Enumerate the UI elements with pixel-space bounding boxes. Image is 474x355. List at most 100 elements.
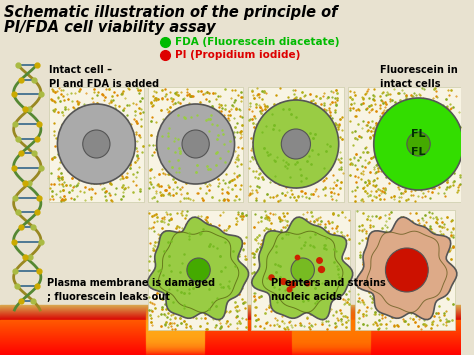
- Bar: [292, 307, 370, 308]
- Bar: [292, 347, 370, 349]
- Bar: [292, 349, 370, 350]
- Bar: [146, 339, 204, 340]
- Bar: [146, 342, 204, 344]
- Bar: [251, 210, 350, 330]
- Bar: [292, 343, 370, 344]
- Text: Plasma membrane is damaged
; fluorescein leaks out: Plasma membrane is damaged ; fluorescein…: [47, 278, 215, 302]
- Bar: [0, 318, 461, 320]
- Bar: [0, 327, 461, 328]
- Bar: [292, 311, 370, 312]
- Text: PI enters and strains
nucleic acids: PI enters and strains nucleic acids: [271, 278, 385, 302]
- Bar: [146, 311, 204, 312]
- Bar: [0, 340, 461, 342]
- Bar: [292, 308, 370, 310]
- Bar: [292, 314, 370, 316]
- Bar: [146, 310, 204, 311]
- Bar: [146, 318, 204, 320]
- Bar: [292, 310, 370, 311]
- Polygon shape: [356, 217, 457, 320]
- Polygon shape: [263, 231, 343, 312]
- Text: FL: FL: [411, 129, 426, 139]
- Bar: [292, 346, 370, 348]
- Text: PI/FDA cell viability assay: PI/FDA cell viability assay: [4, 20, 216, 35]
- Bar: [0, 307, 461, 308]
- Bar: [0, 335, 461, 337]
- Bar: [146, 332, 204, 333]
- Bar: [292, 342, 370, 344]
- Bar: [292, 335, 370, 337]
- Bar: [292, 341, 370, 343]
- Bar: [292, 332, 370, 333]
- Bar: [292, 322, 370, 323]
- Bar: [292, 324, 370, 326]
- Bar: [292, 330, 370, 332]
- Bar: [146, 351, 204, 353]
- Bar: [0, 320, 461, 322]
- Bar: [0, 314, 461, 316]
- Bar: [348, 87, 461, 202]
- Bar: [146, 346, 204, 348]
- Bar: [0, 336, 461, 338]
- Bar: [0, 342, 461, 344]
- Bar: [146, 353, 204, 355]
- Bar: [146, 350, 204, 351]
- Bar: [146, 349, 204, 350]
- Circle shape: [157, 104, 235, 184]
- Bar: [292, 329, 370, 331]
- Bar: [0, 323, 461, 324]
- Bar: [292, 350, 370, 351]
- Circle shape: [57, 104, 135, 184]
- Bar: [0, 325, 461, 327]
- Bar: [146, 338, 204, 339]
- Bar: [292, 328, 370, 329]
- Bar: [146, 315, 204, 317]
- Bar: [0, 305, 461, 306]
- Bar: [146, 306, 204, 307]
- Polygon shape: [158, 231, 239, 312]
- Bar: [292, 337, 370, 339]
- Bar: [292, 305, 370, 306]
- Bar: [146, 305, 204, 306]
- Bar: [0, 341, 461, 343]
- Text: Schematic illustration of the principle of: Schematic illustration of the principle …: [4, 5, 337, 20]
- Bar: [146, 324, 204, 326]
- Bar: [292, 319, 370, 321]
- Polygon shape: [252, 217, 353, 320]
- Bar: [148, 87, 243, 202]
- Bar: [146, 320, 204, 322]
- Bar: [146, 337, 204, 339]
- Bar: [0, 309, 461, 311]
- Bar: [146, 354, 204, 355]
- Bar: [146, 352, 204, 354]
- Bar: [292, 339, 370, 340]
- Bar: [146, 321, 204, 322]
- Bar: [146, 327, 204, 328]
- Bar: [0, 329, 461, 331]
- Bar: [0, 328, 461, 329]
- Bar: [0, 339, 461, 340]
- Bar: [292, 313, 370, 315]
- Bar: [0, 319, 461, 321]
- Bar: [0, 317, 461, 318]
- Bar: [146, 326, 204, 328]
- Bar: [146, 307, 204, 308]
- Bar: [292, 317, 370, 318]
- Bar: [0, 311, 461, 312]
- Bar: [292, 353, 370, 355]
- Bar: [49, 87, 144, 202]
- Bar: [355, 210, 455, 330]
- Bar: [146, 345, 204, 346]
- Bar: [292, 344, 370, 345]
- Bar: [292, 345, 370, 346]
- Text: FDA (Fluorescein diacetate): FDA (Fluorescein diacetate): [175, 37, 340, 47]
- Bar: [146, 344, 204, 345]
- Bar: [0, 352, 461, 354]
- Bar: [0, 308, 461, 310]
- Bar: [0, 330, 461, 332]
- Bar: [292, 340, 370, 342]
- Bar: [292, 320, 370, 322]
- Bar: [0, 316, 461, 317]
- Bar: [0, 354, 461, 355]
- Bar: [0, 349, 461, 350]
- Bar: [292, 331, 370, 333]
